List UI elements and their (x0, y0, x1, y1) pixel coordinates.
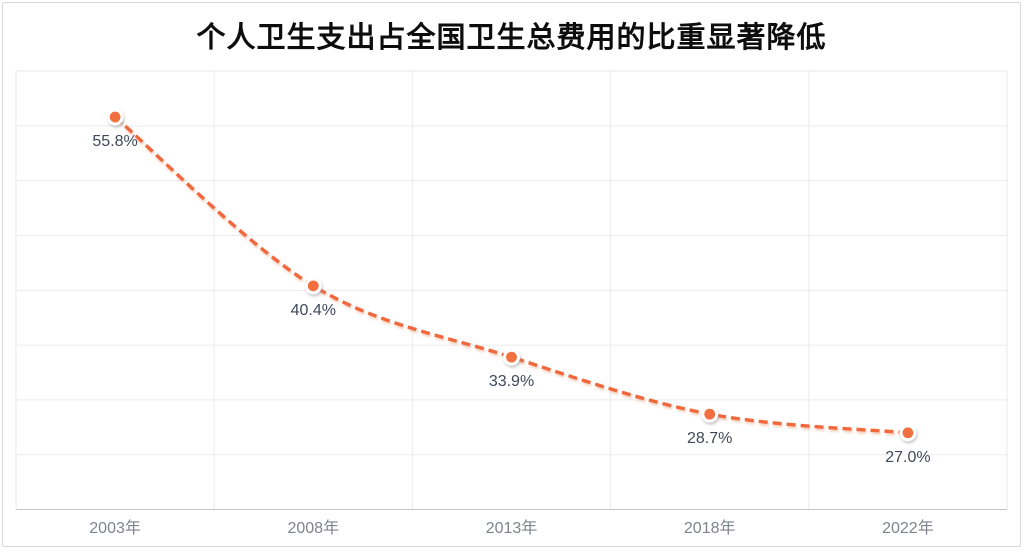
data-label: 28.7% (687, 430, 732, 447)
data-label: 27.0% (885, 449, 930, 466)
data-label: 55.8% (92, 133, 137, 150)
x-tick-label: 2003年 (89, 519, 141, 537)
chart-card: 个人卫生支出占全国卫生总费用的比重显著降低 (2, 2, 1021, 547)
data-point (109, 111, 121, 123)
data-point (307, 280, 319, 292)
chart-title: 个人卫生支出占全国卫生总费用的比重显著降低 (196, 22, 827, 54)
x-tick-label: 2022年 (882, 519, 934, 537)
x-tick-label: 2008年 (287, 519, 339, 537)
x-tick-label: 2013年 (486, 519, 538, 537)
x-tick-label: 2018年 (684, 519, 736, 537)
data-point (902, 427, 914, 439)
data-label: 40.4% (291, 302, 336, 319)
data-point (704, 408, 716, 420)
series-line (113, 115, 909, 435)
data-point (506, 351, 517, 363)
data-label: 33.9% (489, 373, 534, 390)
